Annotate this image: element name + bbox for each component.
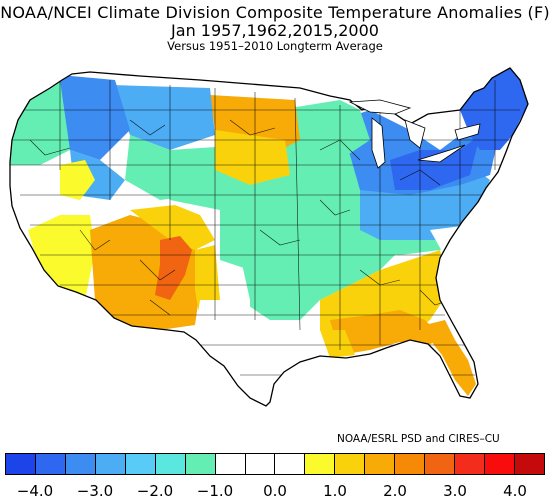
- region-louisiana-yellow: [320, 330, 355, 358]
- colorbar-cell: [245, 453, 276, 475]
- great-lakes-water: [348, 99, 481, 169]
- colorbar-tick-label: −4.0: [16, 482, 54, 500]
- colorbar-cell: [185, 453, 216, 475]
- colorbar-tick-label: −3.0: [76, 482, 114, 500]
- map-title: NOAA/NCEI Climate Division Composite Tem…: [0, 3, 550, 22]
- region-northern-rockies: [55, 75, 130, 160]
- colorbar-tick-label: −1.0: [196, 482, 234, 500]
- colorbar-cell: [514, 453, 545, 475]
- region-nevada-yellow: [60, 160, 95, 200]
- credit-text: NOAA/ESRL PSD and CIRES–CU: [337, 433, 500, 445]
- us-outline: [9, 67, 529, 407]
- region-gulf-coast: [330, 310, 440, 355]
- colorbar-cell: [335, 453, 366, 475]
- colorbar-cell: [95, 453, 126, 475]
- colorbar-tick-label: 2.0: [383, 482, 407, 500]
- us-anomaly-map: [9, 67, 529, 407]
- colorbar-tick-label: 3.0: [443, 482, 467, 500]
- colorbar-tick-label: 4.0: [503, 482, 527, 500]
- colorbar: [5, 453, 545, 475]
- region-montana-plains: [110, 85, 215, 150]
- region-texas: [195, 300, 320, 402]
- colorbar-cell: [155, 453, 186, 475]
- map-comparison: Versus 1951–2010 Longterm Average: [167, 39, 383, 53]
- colorbar-cell: [5, 453, 36, 475]
- colorbar-cell: [35, 453, 66, 475]
- map-subtitle: Jan 1957,1962,2015,2000: [171, 21, 379, 40]
- region-four-corners-hotspot: [155, 236, 192, 300]
- region-south-dakota: [215, 130, 290, 185]
- region-colorado: [130, 205, 215, 250]
- region-great-lakes-deep: [390, 135, 480, 190]
- colorbar-tick-label: −2.0: [136, 482, 174, 500]
- region-pacific-northwest: [10, 80, 70, 165]
- colorbar-cell: [65, 453, 96, 475]
- colorbar-cell: [425, 453, 456, 475]
- colorbar-tick-label: 0.0: [263, 482, 287, 500]
- colorbar-cell: [215, 453, 246, 475]
- colorbar-cell: [125, 453, 156, 475]
- colorbar-tick-label: 1.0: [323, 482, 347, 500]
- region-florida: [425, 320, 476, 396]
- region-kansas-green: [220, 190, 300, 255]
- colorbar-cell: [395, 453, 426, 475]
- region-oklahoma-green: [240, 255, 320, 300]
- colorbar-cell: [275, 453, 306, 475]
- region-upper-midwest: [290, 100, 370, 165]
- colorbar-cell: [305, 453, 336, 475]
- colorbar-cell: [485, 453, 515, 475]
- colorbar-cell: [455, 453, 485, 475]
- colorbar-cell: [365, 453, 396, 475]
- region-california-desert: [28, 215, 95, 300]
